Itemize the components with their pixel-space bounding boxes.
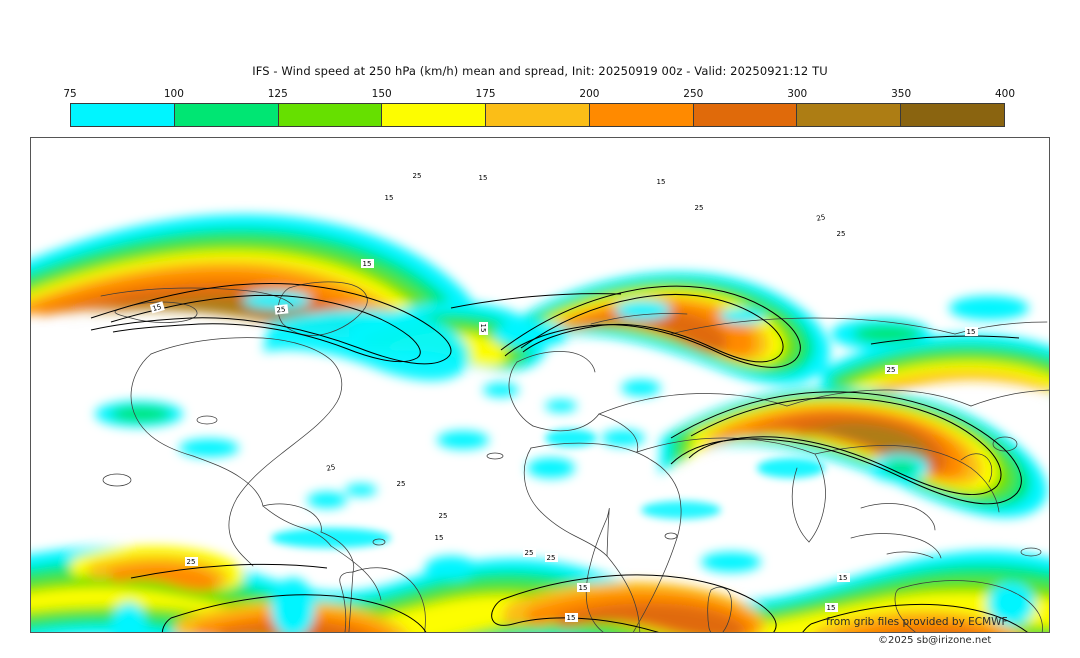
svg-text:25: 25	[837, 230, 846, 238]
colorbar-segment-5	[589, 104, 694, 126]
svg-text:15: 15	[567, 614, 576, 622]
map-panel[interactable]: 15 25 15 25	[30, 137, 1050, 633]
contour-labels: 15 25 15 25	[149, 171, 978, 622]
colorbar-segment-7	[797, 104, 902, 126]
svg-text:15: 15	[152, 303, 163, 313]
tropical-shading	[271, 429, 825, 548]
svg-text:25: 25	[439, 512, 448, 520]
copyright-notice: ©2025 sb@irizone.net	[878, 635, 992, 646]
colorbar-tick-labels: 75100125150175200250300350400450	[63, 88, 1015, 102]
svg-text:15: 15	[827, 604, 836, 612]
colorbar-segment-0	[71, 104, 175, 126]
svg-text:25: 25	[525, 549, 534, 557]
svg-text:25: 25	[187, 558, 196, 566]
colorbar-tick-300: 300	[787, 88, 808, 100]
svg-text:15: 15	[967, 328, 976, 336]
svg-text:15: 15	[839, 574, 848, 582]
svg-text:15: 15	[435, 534, 444, 542]
world-wind-field-map: 15 25 15 25	[31, 138, 1049, 632]
svg-text:15: 15	[479, 324, 487, 333]
data-source-attribution: from grib files provided by ECMWF	[826, 616, 1008, 628]
colorbar-tick-400: 400	[994, 88, 1016, 100]
svg-text:25: 25	[413, 172, 422, 180]
colorbar-tick-75: 75	[63, 88, 77, 100]
colorbar-tick-250: 250	[683, 88, 704, 100]
colorbar-tick-100: 100	[163, 88, 184, 100]
svg-text:25: 25	[397, 480, 406, 488]
colorbar-tick-350: 350	[891, 88, 912, 100]
colorbar: 75100125150175200250300350400450	[63, 88, 1015, 128]
colorbar-segment-2	[278, 104, 383, 126]
svg-text:25: 25	[547, 554, 556, 562]
svg-text:15: 15	[579, 584, 588, 592]
sh-jet-shading	[31, 545, 1049, 632]
colorbar-segment-8	[901, 104, 1005, 126]
colorbar-segment-6	[693, 104, 798, 126]
colorbar-segment-4	[486, 104, 590, 126]
colorbar-tick-175: 175	[475, 88, 496, 100]
svg-text:25: 25	[816, 213, 826, 223]
colorbar-gradient	[70, 103, 1005, 127]
svg-text:15: 15	[385, 194, 394, 202]
svg-text:25: 25	[326, 463, 336, 473]
svg-text:15: 15	[479, 174, 488, 182]
spread-contours	[90, 282, 1028, 632]
colorbar-tick-150: 150	[371, 88, 392, 100]
svg-text:15: 15	[657, 178, 666, 186]
svg-text:15: 15	[363, 260, 372, 268]
colorbar-tick-125: 125	[267, 88, 288, 100]
colorbar-tick-200: 200	[579, 88, 600, 100]
colorbar-segment-1	[174, 104, 279, 126]
page-title: IFS - Wind speed at 250 hPa (km/h) mean …	[252, 64, 828, 78]
svg-text:25: 25	[887, 366, 896, 374]
svg-text:25: 25	[276, 306, 286, 315]
svg-text:25: 25	[695, 204, 704, 212]
coastlines	[100, 281, 1049, 632]
colorbar-segment-3	[382, 104, 487, 126]
